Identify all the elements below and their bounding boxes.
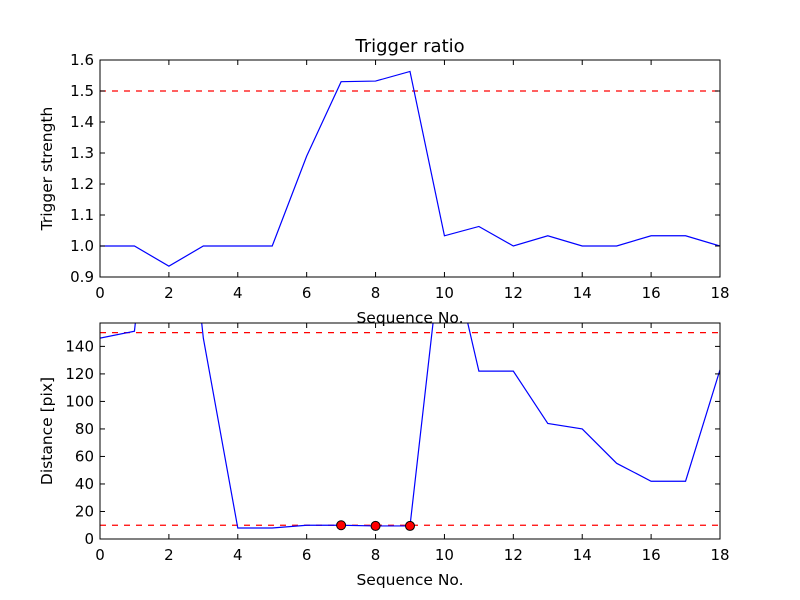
distance-y-tick-label: 40 [75,475,94,493]
trigger-ratio-x-tick-label: 18 [710,284,729,302]
trigger-ratio-y-tick-label: 1.3 [70,144,94,162]
distance-x-tick-label: 12 [504,546,523,564]
distance-y-tick-label: 80 [75,420,94,438]
trigger-ratio-data-area [100,70,720,267]
trigger-ratio-x-tick-label: 8 [371,284,381,302]
distance-x-axis-label: Sequence No. [356,571,463,589]
distance-x-tick-label: 2 [164,546,174,564]
trigger-ratio-y-tick-label: 1.1 [70,206,94,224]
trigger-ratio-x-tick-label: 0 [95,284,105,302]
distance-x-tick-label: 4 [233,546,243,564]
trigger-ratio-y-tick-label: 1.2 [70,175,94,193]
trigger-ratio-x-tick-label: 6 [302,284,312,302]
trigger-ratio-axes-frame [99,59,721,278]
trigger-ratio-x-tick-label: 2 [164,284,174,302]
distance-x-tick-label: 14 [573,546,592,564]
trigger-ratio-y-tick-label: 1.5 [70,82,94,100]
trigger-ratio-x-tick-label: 14 [573,284,592,302]
distance-y-tick-label: 120 [65,365,94,383]
trigger-ratio-x-tick-label: 12 [504,284,523,302]
trigger-ratio-x-tick-label: 4 [233,284,243,302]
trigger-ratio-y-tick-label: 0.9 [70,268,94,286]
distance-marker-point [370,520,381,531]
distance-marker-point [336,520,347,531]
distance-x-tick-label: 18 [710,546,729,564]
distance-y-axis-label: Distance [pix] [38,377,56,485]
trigger-ratio-y-tick-label: 1.4 [70,113,94,131]
trigger-ratio-x-tick-label: 10 [435,284,454,302]
distance-x-tick-label: 16 [642,546,661,564]
distance-y-tick-label: 60 [75,447,94,465]
distance-x-tick-label: 10 [435,546,454,564]
distance-x-tick-label: 0 [95,546,105,564]
trigger-ratio-y-tick-label: 1.6 [70,51,94,69]
distance-y-tick-label: 100 [65,392,94,410]
distance-x-tick-label: 8 [371,546,381,564]
distance-plot: 0 2 4 6 8 10 12 14 16 18 0 20 40 60 80 100 120 140 Sequenc… [38,322,730,589]
distance-x-tick-label: 6 [302,546,312,564]
distance-y-tick-label: 0 [84,530,94,548]
trigger-ratio-chart-title: Trigger ratio [354,36,464,57]
distance-axes-frame [99,322,721,540]
trigger-ratio-series-line-0 [100,70,720,267]
trigger-ratio-y-tick-label: 1.0 [70,237,94,255]
distance-y-tick-label: 20 [75,502,94,520]
trigger-ratio-x-axis-label: Sequence No. [356,309,463,327]
trigger-ratio-y-axis-label: Trigger strength [38,107,56,232]
distance-y-tick-label: 140 [65,337,94,355]
distance-marker-point [405,520,415,531]
trigger-ratio-x-tick-label: 16 [642,284,661,302]
